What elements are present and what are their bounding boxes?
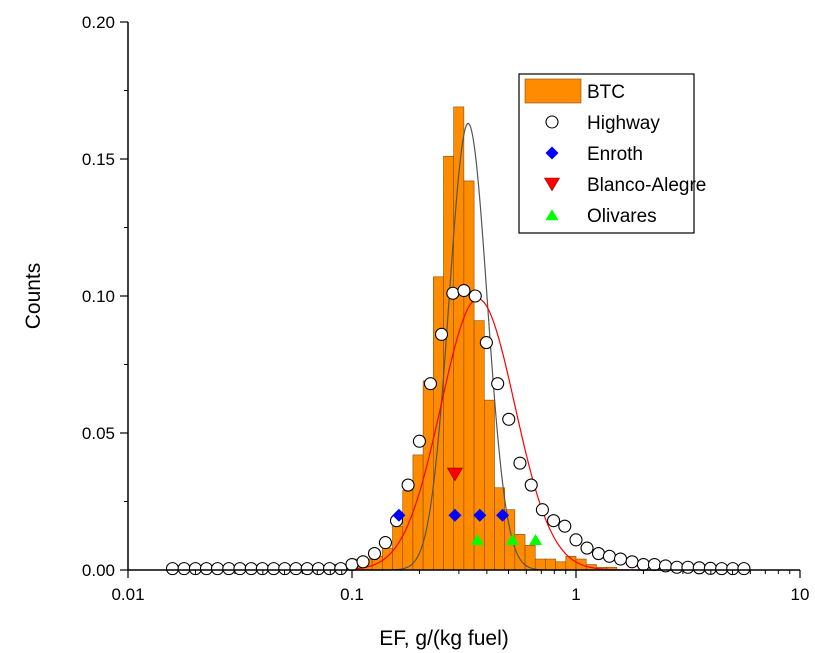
highway-point (323, 562, 337, 576)
legend-marker-blanco-alegre (543, 177, 561, 192)
enroth-point (473, 508, 487, 522)
enroth-point (496, 508, 510, 522)
highway-point (491, 377, 505, 391)
highway-point (233, 562, 247, 576)
btc-bar (534, 558, 546, 571)
x-axis-title: EF, g/(kg fuel) (379, 627, 509, 650)
x-tick-label: 0.1 (340, 585, 364, 604)
olivares-point (505, 534, 519, 546)
enroth-point (392, 508, 406, 522)
btc-bar (555, 561, 567, 571)
highway-point (737, 562, 751, 576)
highway-point (210, 562, 225, 576)
legend-label: Highway (587, 113, 660, 134)
y-axis-title: Counts (22, 263, 45, 330)
legend-marker-olivares (545, 209, 559, 221)
highway-point (334, 562, 348, 576)
highway-point (401, 478, 415, 492)
highway-point (446, 286, 460, 300)
olivares-point (470, 534, 484, 546)
enroth-point (448, 508, 462, 522)
highway-point (715, 562, 729, 576)
highway-point (468, 289, 482, 303)
legend-label: BTC (587, 82, 625, 103)
legend-label: Olivares (587, 206, 657, 227)
highway-point (569, 533, 583, 547)
highway-point (378, 536, 392, 550)
highway-point (479, 336, 493, 350)
highway-point (423, 377, 438, 391)
highway-point (300, 562, 314, 576)
axes: 0.01 0.1 1 10 0.00 0.05 0.10 0.15 0.20 EF, g/(kg … (22, 13, 809, 650)
blanco-alegre-point (446, 467, 463, 482)
highway-point (681, 560, 695, 574)
legend-marker-enroth (545, 146, 559, 160)
highway-point (613, 552, 628, 566)
legend-marker-highway (545, 115, 559, 129)
btc-bar (483, 399, 495, 571)
highway-point (311, 562, 325, 576)
btc-bar (392, 525, 404, 571)
y-tick-label: 0.20 (82, 13, 115, 32)
highway-point (345, 557, 359, 572)
highway-point (636, 557, 650, 572)
highway-point (580, 541, 594, 555)
highway-point (356, 555, 370, 569)
x-tick-label: 1 (571, 585, 580, 604)
data-markers (165, 283, 751, 576)
legend-swatch-btc (524, 78, 582, 104)
highway-point (165, 562, 180, 576)
legend: BTC Highway Enroth Blanco-Alegre Olivares (518, 73, 706, 234)
highway-point (625, 555, 639, 569)
highway-point (412, 434, 426, 448)
y-tick-label: 0.10 (82, 287, 115, 306)
x-tick-label: 10 (791, 585, 810, 604)
btc-bar (463, 180, 475, 571)
btc-bar (473, 320, 485, 571)
highway-point (524, 478, 538, 492)
highway-point (558, 519, 572, 533)
highway-point (502, 412, 516, 426)
y-tick-label: 0.00 (82, 561, 115, 580)
highway-point (670, 560, 684, 574)
highway-point (222, 562, 236, 576)
highway-point (434, 327, 449, 341)
highway-point (267, 562, 281, 576)
btc-bar (402, 490, 414, 571)
highway-point (199, 562, 214, 576)
highway-point (457, 283, 471, 298)
highway-point (513, 456, 527, 470)
y-tick-label: 0.05 (82, 424, 115, 443)
highway-point (289, 562, 303, 576)
highway-point (367, 547, 382, 561)
x-tick-label: 0.01 (111, 585, 144, 604)
btc-bar (412, 454, 424, 571)
btc-bar (494, 487, 505, 571)
highway-point (647, 557, 662, 572)
highway-point (591, 547, 606, 561)
highway-point (692, 561, 706, 575)
y-tick-label: 0.15 (82, 150, 115, 169)
highway-point (177, 562, 191, 576)
olivares-point (529, 534, 543, 546)
highway-point (547, 514, 561, 528)
legend-label: Blanco-Alegre (587, 175, 706, 196)
highway-point (535, 503, 549, 517)
highway-point (244, 562, 258, 576)
legend-label: Enroth (587, 144, 643, 165)
highway-point (602, 549, 616, 563)
btc-bar (433, 276, 444, 571)
btc-bar (545, 558, 556, 571)
